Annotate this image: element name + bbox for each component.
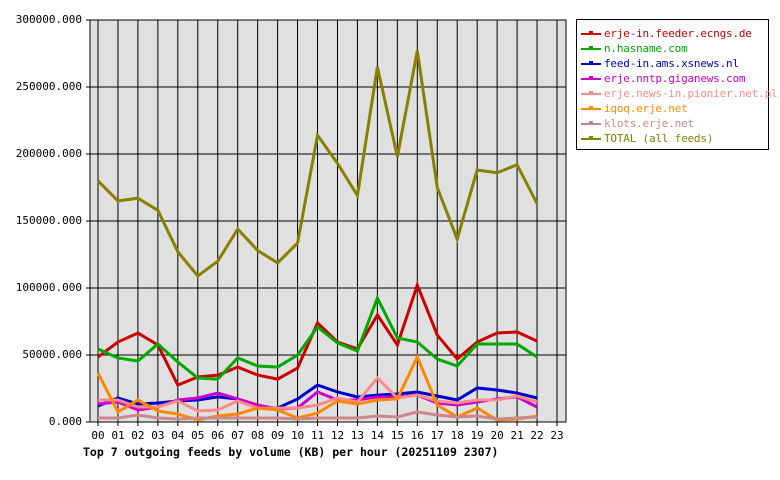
x-tick-label: 13 bbox=[350, 429, 365, 442]
x-tick-label: 01 bbox=[111, 429, 125, 442]
series-line bbox=[97, 280, 538, 387]
x-tick-label: 18 bbox=[450, 429, 464, 442]
x-tick-label: 08 bbox=[251, 429, 265, 442]
x-tick-label: 11 bbox=[310, 429, 325, 442]
x-tick-label: 00 bbox=[91, 429, 105, 442]
series-line bbox=[98, 375, 538, 413]
legend-line-icon bbox=[581, 135, 601, 140]
x-tick-label: 02 bbox=[131, 429, 145, 442]
x-tick-label: 07 bbox=[231, 429, 245, 442]
x-tick-label: 22 bbox=[530, 429, 544, 442]
x-tick-label: 15 bbox=[390, 429, 404, 442]
y-tick-label: 50000.000 bbox=[22, 348, 82, 361]
legend-label: TOTAL (all feeds) bbox=[604, 132, 714, 145]
legend-label: erje.news-in.pionier.net.pl bbox=[604, 87, 778, 100]
x-tick-label: 06 bbox=[211, 429, 225, 442]
y-tick-label: 100000.000 bbox=[15, 281, 82, 294]
legend-item: n.hasname.com bbox=[581, 41, 688, 56]
series-line bbox=[98, 410, 538, 421]
legend-line-icon bbox=[581, 120, 601, 125]
legend-label: klots.erje.net bbox=[604, 117, 694, 130]
legend-label: erje.nntp.giganews.com bbox=[604, 72, 746, 85]
legend-item: klots.erje.net bbox=[581, 116, 694, 131]
x-tick-label: 12 bbox=[330, 429, 345, 442]
legend-item: erje.news-in.pionier.net.pl bbox=[581, 86, 778, 101]
grid-lines bbox=[86, 19, 566, 426]
legend-label: erje-in.feeder.ecngs.de bbox=[604, 27, 752, 40]
legend-label: feed-in.ams.xsnews.nl bbox=[604, 57, 739, 70]
y-tick-label: 250000.000 bbox=[15, 80, 82, 93]
x-tick-label: 20 bbox=[490, 429, 504, 442]
series-line bbox=[97, 294, 538, 381]
y-tick-label: 200000.000 bbox=[15, 147, 82, 160]
legend-line-icon bbox=[581, 75, 601, 80]
x-tick-label: 03 bbox=[151, 429, 165, 442]
legend: erje-in.feeder.ecngs.de n.hasname.com feed… bbox=[576, 19, 778, 150]
legend-item: feed-in.ams.xsnews.nl bbox=[581, 56, 739, 71]
x-tick-label: 09 bbox=[270, 429, 285, 442]
legend-item: iqoq.erje.net bbox=[581, 101, 688, 116]
x-tick-label: 16 bbox=[410, 429, 424, 442]
series-line bbox=[96, 50, 539, 278]
legend-line-icon bbox=[581, 60, 601, 65]
legend-label: iqoq.erje.net bbox=[604, 102, 688, 115]
legend-item: erje-in.feeder.ecngs.de bbox=[581, 26, 752, 41]
x-tick-label: 19 bbox=[470, 429, 484, 442]
y-tick-label: 300000.000 bbox=[15, 13, 82, 26]
x-tick-label: 23 bbox=[550, 429, 564, 442]
y-tick-label: 0.000 bbox=[48, 415, 82, 428]
x-tick-label: 05 bbox=[191, 429, 205, 442]
x-tick-label: 10 bbox=[290, 429, 305, 442]
chart-title: Top 7 outgoing feeds by volume (KB) per … bbox=[83, 445, 499, 459]
legend-line-icon bbox=[581, 45, 601, 50]
legend-item: erje.nntp.giganews.com bbox=[581, 71, 745, 86]
legend-label: n.hasname.com bbox=[604, 42, 688, 55]
legend-item: TOTAL (all feeds) bbox=[581, 131, 713, 146]
legend-line-icon bbox=[581, 90, 601, 95]
x-tick-label: 21 bbox=[510, 429, 524, 442]
data-series bbox=[96, 50, 539, 422]
x-tick-label: 04 bbox=[171, 429, 185, 442]
series-line bbox=[96, 353, 538, 422]
x-tick-label: 17 bbox=[430, 429, 444, 442]
y-tick-label: 150000.000 bbox=[15, 214, 82, 227]
legend-line-icon bbox=[581, 105, 601, 110]
legend-line-icon bbox=[581, 30, 601, 35]
x-tick-label: 14 bbox=[370, 429, 385, 442]
